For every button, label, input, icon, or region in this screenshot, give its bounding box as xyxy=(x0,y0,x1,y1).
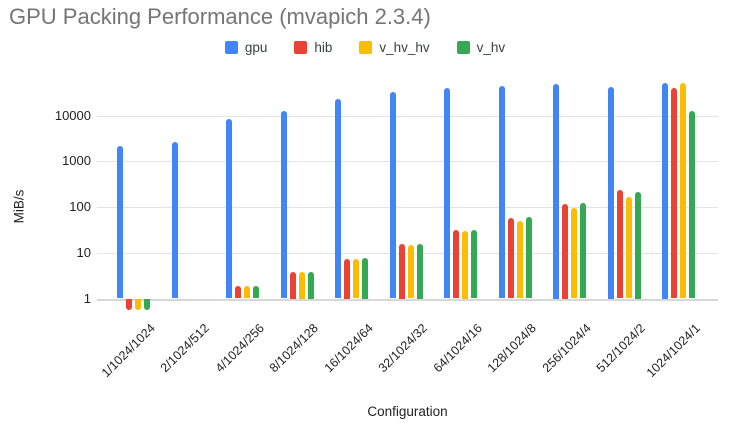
bar-v_hv_hv xyxy=(135,298,141,311)
chart-title: GPU Packing Performance (mvapich 2.3.4) xyxy=(9,4,431,29)
bar-v_hv xyxy=(471,229,478,299)
bar-hib xyxy=(453,229,460,299)
gridline xyxy=(97,115,718,117)
bar-v_hv xyxy=(253,285,260,299)
y-tick-label: 100 xyxy=(69,199,91,215)
gridline xyxy=(97,298,718,301)
bar-gpu xyxy=(226,118,233,299)
gridline xyxy=(97,207,718,209)
bar-v_hv_hv xyxy=(244,285,251,299)
legend-item-v_hv: v_hv xyxy=(456,40,506,55)
legend-item-gpu: gpu xyxy=(224,40,268,55)
bar-hib xyxy=(616,189,623,299)
bar-gpu xyxy=(117,145,123,299)
bar-gpu xyxy=(607,86,614,299)
bar-v_hv xyxy=(362,258,369,299)
bar-hib xyxy=(235,285,242,299)
legend-swatch-gpu xyxy=(224,41,238,54)
bar-v_hv_hv xyxy=(571,208,578,299)
bar-v_hv xyxy=(416,243,423,299)
y-tick-label: 1000 xyxy=(62,153,91,169)
legend-item-hib: hib xyxy=(294,40,332,55)
bar-hib xyxy=(507,217,514,299)
bar-v_hv xyxy=(144,298,150,311)
bar-v_hv xyxy=(580,202,587,299)
legend-item-v_hv_hv: v_hv_hv xyxy=(359,40,430,55)
bar-v_hv xyxy=(307,272,314,299)
bar-hib xyxy=(126,298,132,311)
bar-v_hv_hv xyxy=(353,258,360,299)
bar-v_hv_hv xyxy=(298,272,305,299)
bar-v_hv_hv xyxy=(516,220,523,299)
bar-gpu xyxy=(389,91,396,299)
y-tick-label: 1 xyxy=(83,290,91,306)
legend-label: v_hv_hv xyxy=(379,40,430,55)
bar-hib xyxy=(344,258,351,299)
bar-v_hv_hv xyxy=(462,231,469,299)
bar-hib xyxy=(398,243,405,299)
y-tick-label: 10 xyxy=(76,244,91,260)
legend-label: v_hv xyxy=(476,40,506,55)
bar-gpu xyxy=(335,98,342,299)
bar-gpu xyxy=(280,110,287,299)
bar-v_hv xyxy=(525,217,532,299)
x-axis-title: Configuration xyxy=(367,404,448,419)
gridline xyxy=(97,252,718,254)
legend-swatch-hib xyxy=(294,41,308,54)
bar-gpu xyxy=(444,88,451,299)
plot-area xyxy=(97,78,718,313)
bar-hib xyxy=(671,87,677,299)
bar-v_hv xyxy=(689,111,695,299)
legend-label: hib xyxy=(314,40,333,55)
bar-hib xyxy=(289,272,296,299)
gridline xyxy=(97,161,718,163)
bar-gpu xyxy=(553,84,560,299)
bar-hib xyxy=(562,203,569,299)
legend: gpu hib v_hv_hv v_hv xyxy=(0,40,730,55)
bar-v_hv xyxy=(634,191,641,299)
legend-swatch-v_hv_hv xyxy=(359,41,373,54)
bar-v_hv_hv xyxy=(407,245,414,299)
bar-gpu xyxy=(662,83,668,299)
bar-gpu xyxy=(171,142,178,299)
y-axis-title: MiB/s xyxy=(11,189,27,224)
bar-gpu xyxy=(498,85,505,299)
y-tick-label: 10000 xyxy=(54,107,91,123)
legend-swatch-v_hv xyxy=(456,41,470,54)
legend-label: gpu xyxy=(244,40,268,55)
bar-v_hv_hv xyxy=(680,82,686,299)
bar-v_hv_hv xyxy=(625,197,632,299)
